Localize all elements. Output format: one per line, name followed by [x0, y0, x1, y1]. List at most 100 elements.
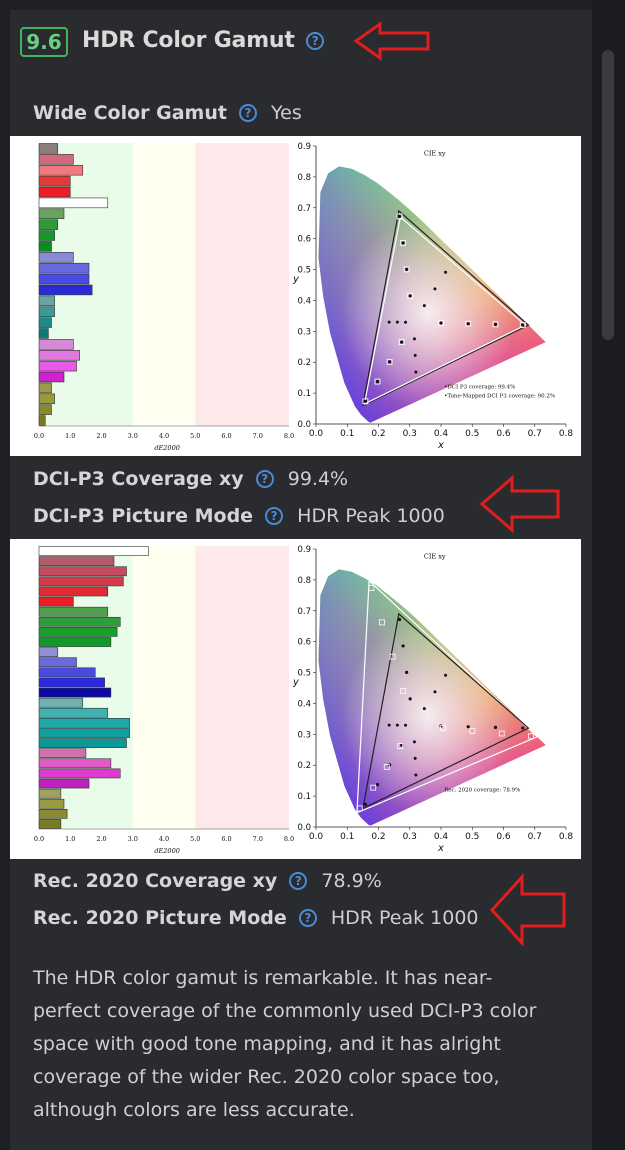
- x-tick-label: 0.0: [309, 832, 324, 842]
- target-point: [398, 339, 405, 346]
- y-tick-label: 0.9: [297, 545, 311, 555]
- wide-color-gamut-label: Wide Color Gamut: [33, 102, 227, 124]
- target-point: [374, 378, 381, 385]
- x-tick-label: 8.0: [284, 835, 294, 843]
- target-point: [389, 653, 396, 660]
- y-tick-label: 0.2: [297, 761, 311, 771]
- measured-point: [375, 782, 380, 787]
- x-axis-label: x: [437, 843, 444, 854]
- legend-entry: •DCI P3 coverage: 99.4%: [444, 384, 515, 390]
- rec2020-coverage-label: Rec. 2020 Coverage xy: [33, 870, 278, 892]
- measured-point: [395, 723, 399, 727]
- scrollbar[interactable]: [602, 50, 614, 340]
- left-arrow-icon: [479, 474, 560, 534]
- bad-band: [195, 546, 289, 829]
- y-tick-label: 0.3: [297, 327, 311, 337]
- x-tick-label: 0.0: [309, 429, 324, 439]
- deltae-bar: [38, 556, 115, 567]
- measured-point: [414, 773, 418, 777]
- measured-point: [412, 740, 416, 744]
- deltae-bar: [38, 230, 55, 241]
- help-icon[interactable]: ?: [239, 103, 257, 122]
- target-point: [440, 725, 446, 731]
- target-point: [362, 398, 369, 405]
- measured-point: [521, 323, 525, 327]
- help-icon[interactable]: ?: [289, 871, 308, 890]
- help-icon[interactable]: ?: [255, 469, 274, 488]
- x-tick-label: 3.0: [128, 432, 138, 440]
- help-icon[interactable]: ?: [298, 908, 317, 927]
- x-axis-label: dE2000: [154, 847, 179, 855]
- x-tick-label: 2.0: [96, 835, 106, 843]
- deltae-bar: [38, 143, 59, 154]
- deltae-bar: [38, 798, 65, 809]
- measured-point: [363, 399, 368, 403]
- deltae-bar: [38, 758, 112, 769]
- measured-point: [439, 724, 443, 728]
- deltae-bar: [38, 273, 90, 285]
- rec2020-picture-mode-value: HDR Peak 1000: [330, 907, 479, 929]
- deltae-bar: [38, 718, 130, 728]
- rec2020-chart: 0.0 1.0 2.0 3.0 4.0 5.0 6.0 7.0 8.0 dE2000 0.0 0.1 0…: [34, 545, 574, 855]
- target-point: [397, 743, 404, 750]
- deltae-bar: [38, 566, 127, 577]
- description-text: The HDR color gamut is remarkable. It ha…: [33, 967, 537, 1121]
- cie-horseshoe: [318, 166, 546, 423]
- deltae-bar: [38, 208, 65, 219]
- help-icon[interactable]: ?: [265, 506, 284, 525]
- deltae-bar: [38, 154, 74, 165]
- x-tick-label: 0.8: [559, 832, 574, 842]
- deltae-bar: [38, 339, 74, 350]
- target-point: [519, 322, 526, 328]
- measured-gamut-triangle: [362, 612, 530, 810]
- target-point: [370, 784, 377, 791]
- cie-horseshoe: [318, 569, 546, 826]
- deltae-bar: [38, 768, 121, 779]
- measured-point: [433, 287, 437, 291]
- measured-point: [405, 267, 409, 272]
- measured-point: [395, 320, 399, 324]
- deltae-bar: [38, 808, 68, 819]
- deltae-bar: [38, 667, 96, 678]
- x-tick-label: 3.0: [128, 835, 138, 843]
- deltae-bar: [38, 382, 52, 394]
- deltae-bar: [38, 707, 109, 718]
- help-icon[interactable]: ?: [306, 32, 325, 50]
- legend-entry: •Tone-Mapped DCI P3 coverage: 90.2%: [444, 393, 555, 399]
- x-tick-label: 0.4: [434, 429, 449, 439]
- measured-point: [433, 690, 437, 694]
- deltae-bar: [38, 657, 77, 668]
- deltae-bar: [38, 197, 109, 209]
- section-title-text: HDR Color Gamut: [82, 28, 295, 53]
- deltae-bar: [38, 576, 124, 587]
- measured-point: [408, 294, 412, 298]
- measured-point: [397, 617, 402, 622]
- measured-point: [405, 670, 409, 675]
- measured-point: [401, 644, 405, 648]
- deltae-bar: [38, 819, 62, 829]
- wide-color-gamut-value: Yes: [271, 102, 302, 124]
- deltae-bar: [38, 328, 49, 339]
- x-tick-label: 6.0: [221, 432, 231, 440]
- target-point: [379, 619, 385, 626]
- dci-p3-picture-mode-row: DCI-P3 Picture Mode ? HDR Peak 1000: [33, 505, 445, 527]
- y-tick-label: 0.2: [297, 358, 311, 368]
- deltae-bar: [38, 306, 55, 317]
- x-tick-label: 4.0: [159, 432, 169, 440]
- target-point: [356, 805, 363, 812]
- measured-point: [387, 360, 392, 364]
- measured-point: [363, 802, 368, 806]
- target-point: [386, 358, 393, 365]
- target-point: [469, 727, 476, 734]
- deltae-bar: [38, 404, 52, 415]
- x-tick-label: 6.0: [221, 835, 231, 843]
- measured-point: [422, 707, 426, 711]
- deltae-bar: [38, 606, 109, 617]
- measured-point: [439, 321, 443, 325]
- deltae-bar: [38, 252, 74, 263]
- y-tick-label: 0.0: [297, 823, 311, 833]
- measured-point: [375, 379, 380, 384]
- rec2020-coverage-value: 78.9%: [321, 870, 382, 892]
- measured-gamut-triangle: [363, 215, 527, 405]
- bad-band: [195, 143, 289, 426]
